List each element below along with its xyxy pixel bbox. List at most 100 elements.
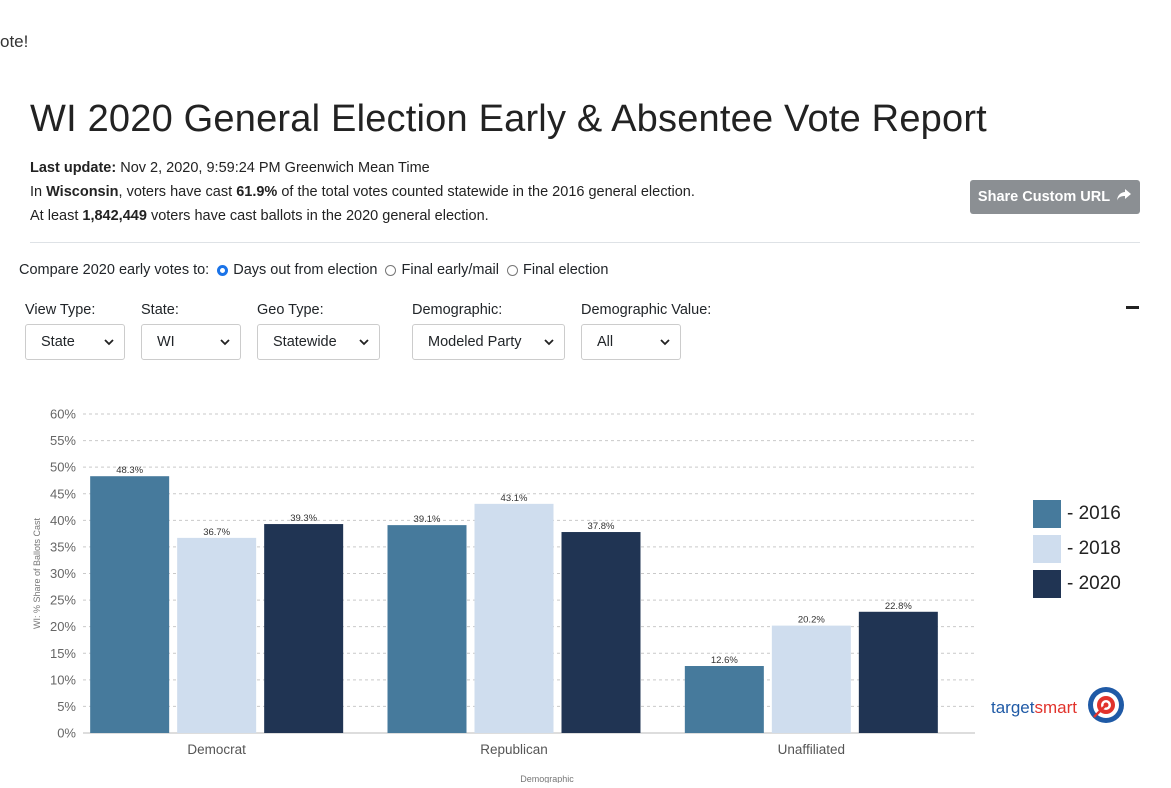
filter-label: Demographic: xyxy=(412,302,503,318)
demographic-value-select[interactable]: All xyxy=(581,324,681,360)
filter-label: Demographic Value: xyxy=(581,302,712,318)
last-update-value: Nov 2, 2020, 9:59:24 PM Greenwich Mean T… xyxy=(120,160,430,176)
bar-2020-republican xyxy=(561,532,641,733)
chevron-down-icon xyxy=(660,334,670,350)
filter-demographic: Demographic: Modeled Party xyxy=(412,302,565,360)
chart-svg: 0% 5% 10% 15% 20% 25% 30% 35% 40% 45% 50% 55% 60% WI:… xyxy=(32,407,975,784)
state-name: Wisconsin xyxy=(46,184,119,200)
filter-geo-type: Geo Type: Statewide xyxy=(257,302,380,360)
state-select[interactable]: WI xyxy=(141,324,241,360)
data-label: 39.3% xyxy=(290,513,317,524)
page-intro-text: ote! xyxy=(0,32,29,51)
y-tick-label: 45% xyxy=(50,486,76,501)
turnout-percent-line: In Wisconsin, voters have cast 61.9% of … xyxy=(30,180,695,204)
data-label: 36.7% xyxy=(203,527,230,538)
select-value: WI xyxy=(157,334,175,350)
view-type-select[interactable]: State xyxy=(25,324,125,360)
bar-2016-republican xyxy=(387,525,467,733)
compare-option-final-election[interactable]: Final election xyxy=(506,262,609,278)
y-tick-label: 20% xyxy=(50,619,76,634)
filter-state: State: WI xyxy=(141,302,241,360)
bar-2018-unaffiliated xyxy=(771,625,851,733)
compare-option-label: Final election xyxy=(522,262,609,278)
legend-label: - 2016 xyxy=(1067,503,1121,524)
header-divider xyxy=(30,242,1140,243)
bar-2016-democrat xyxy=(90,476,170,733)
bar-2020-democrat xyxy=(264,524,344,733)
y-tick-label: 0% xyxy=(57,726,76,741)
compare-option-final-early-mail[interactable]: Final early/mail xyxy=(385,262,499,278)
x-axis-title: Demographic xyxy=(520,774,574,783)
radio-final-early-mail[interactable] xyxy=(385,264,397,276)
compare-option-days-out[interactable]: Days out from election xyxy=(217,262,377,278)
ballot-count-pre: At least xyxy=(30,208,79,224)
x-tick-label: Democrat xyxy=(187,742,246,757)
legend-label: - 2020 xyxy=(1067,573,1121,594)
data-label: 22.8% xyxy=(885,601,912,612)
demographic-select[interactable]: Modeled Party xyxy=(412,324,565,360)
x-tick-label: Unaffiliated xyxy=(778,742,845,757)
geo-type-select[interactable]: Statewide xyxy=(257,324,380,360)
select-value: Statewide xyxy=(273,334,337,350)
compare-option-label: Final early/mail xyxy=(401,262,499,278)
share-button-label: Share Custom URL xyxy=(977,189,1111,205)
ballot-count-line: At least 1,842,449 voters have cast ball… xyxy=(30,204,695,228)
turnout-percent: 61.9% xyxy=(236,184,278,200)
compare-options: Compare 2020 early votes to: Days out fr… xyxy=(19,262,608,278)
bar-2018-republican xyxy=(474,503,554,733)
y-tick-label: 35% xyxy=(50,539,76,554)
filter-label: State: xyxy=(141,302,179,318)
share-arrow-icon xyxy=(1116,188,1132,206)
bar-2018-democrat xyxy=(177,537,257,733)
legend-label: - 2018 xyxy=(1067,538,1121,559)
data-label: 48.3% xyxy=(116,465,143,476)
y-tick-label: 50% xyxy=(50,460,76,475)
legend-swatch-2020 xyxy=(1033,570,1061,598)
page-title: WI 2020 General Election Early & Absente… xyxy=(30,98,987,140)
last-update-line: Last update: Nov 2, 2020, 9:59:24 PM Gre… xyxy=(30,156,695,180)
target-logo-icon xyxy=(1085,684,1127,731)
y-tick-label: 5% xyxy=(57,699,76,714)
ballot-count: 1,842,449 xyxy=(82,208,147,224)
data-label: 39.1% xyxy=(414,514,441,525)
logo-word-target: target xyxy=(991,697,1035,717)
logo-word-smart: smart xyxy=(1034,697,1077,717)
turnout-mid: , voters have cast xyxy=(118,184,233,200)
report-summary: Last update: Nov 2, 2020, 9:59:24 PM Gre… xyxy=(30,156,695,228)
share-custom-url-button[interactable]: Share Custom URL xyxy=(970,180,1140,214)
collapse-minus-icon[interactable] xyxy=(1126,306,1139,309)
filter-demographic-value: Demographic Value: All xyxy=(581,302,711,360)
bar-2016-unaffiliated xyxy=(684,666,764,733)
select-value: State xyxy=(41,334,75,350)
radio-days-out[interactable] xyxy=(217,264,229,276)
bar-chart: 0% 5% 10% 15% 20% 25% 30% 35% 40% 45% 50% 55% 60% WI:… xyxy=(0,390,980,784)
radio-final-election[interactable] xyxy=(506,264,518,276)
data-label: 12.6% xyxy=(711,655,738,666)
last-update-label: Last update: xyxy=(30,160,117,176)
legend-swatch-2018 xyxy=(1033,535,1061,563)
bar-2020-unaffiliated xyxy=(858,611,938,733)
data-label: 20.2% xyxy=(798,615,825,626)
chevron-down-icon xyxy=(544,334,554,350)
x-tick-label: Republican xyxy=(480,742,548,757)
data-label: 37.8% xyxy=(588,521,615,532)
chart-legend: - 2016 - 2018 - 2020 xyxy=(1033,500,1121,605)
y-tick-label: 30% xyxy=(50,566,76,581)
y-tick-label: 25% xyxy=(50,593,76,608)
chevron-down-icon xyxy=(104,334,114,350)
y-tick-label: 15% xyxy=(50,646,76,661)
legend-swatch-2016 xyxy=(1033,500,1061,528)
turnout-pre: In xyxy=(30,184,43,200)
y-tick-label: 60% xyxy=(50,407,76,422)
filter-label: View Type: xyxy=(25,302,96,318)
chevron-down-icon xyxy=(220,334,230,350)
chevron-down-icon xyxy=(359,334,369,350)
select-value: All xyxy=(597,334,614,350)
legend-item-2020: - 2020 xyxy=(1033,570,1121,598)
select-value: Modeled Party xyxy=(428,334,522,350)
y-tick-label: 40% xyxy=(50,513,76,528)
y-axis-title: WI: % Share of Ballots Cast xyxy=(32,517,42,629)
filter-view-type: View Type: State xyxy=(25,302,125,360)
y-tick-label: 10% xyxy=(50,672,76,687)
compare-label: Compare 2020 early votes to: xyxy=(19,262,210,278)
